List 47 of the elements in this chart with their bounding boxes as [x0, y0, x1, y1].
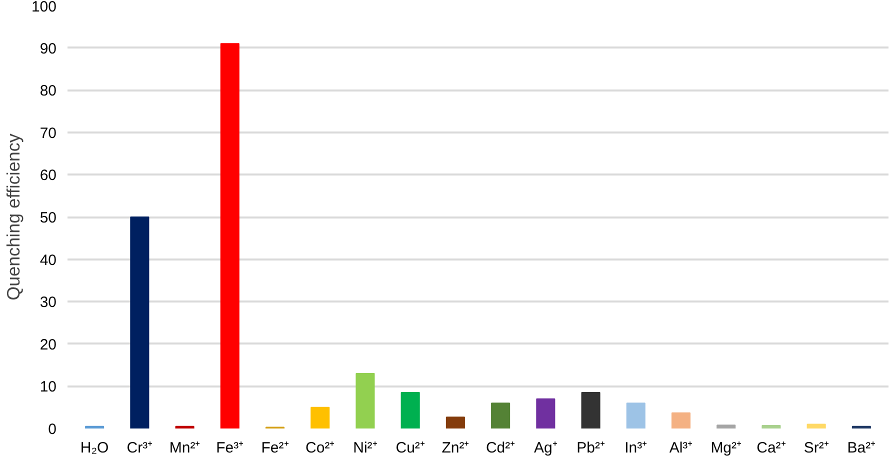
y-tick-label: 80	[40, 82, 57, 100]
bar	[626, 402, 646, 428]
x-tick-label: Sr²⁺	[804, 440, 829, 456]
y-tick-label: 10	[40, 378, 57, 396]
x-tick-label: Co²⁺	[306, 440, 335, 456]
y-tick-label: 20	[40, 336, 57, 354]
bar	[536, 398, 556, 428]
x-tick-label: Fe²⁺	[261, 440, 289, 456]
x-tick-label: Al³⁺	[669, 440, 693, 456]
y-tick-label: 60	[40, 167, 57, 184]
x-tick-label: Cu²⁺	[396, 440, 425, 456]
bar	[400, 392, 420, 428]
x-tick-label: H₂O	[80, 440, 109, 456]
y-tick-label: 50	[40, 210, 57, 226]
x-tick-label: Ca²⁺	[756, 440, 786, 456]
bar	[220, 43, 240, 428]
x-tick-label: Pb²⁺	[576, 440, 605, 456]
bar	[762, 425, 781, 428]
bar	[310, 406, 330, 428]
x-tick-label: Fe³⁺	[216, 440, 244, 456]
y-tick-label: 70	[40, 124, 57, 142]
y-axis-title: Quenching efficiency	[3, 134, 24, 300]
x-tick-label: In³⁺	[624, 440, 648, 456]
bar	[130, 216, 150, 428]
bar	[716, 424, 736, 428]
bar	[806, 424, 826, 428]
x-tick-label: Ba²⁺	[847, 440, 876, 456]
y-tick-label: 90	[40, 40, 57, 58]
bar	[356, 373, 375, 428]
bar	[446, 416, 465, 428]
bar	[581, 392, 600, 428]
y-tick-label: 30	[40, 294, 57, 312]
bar	[175, 426, 194, 428]
x-tick-label: Zn²⁺	[442, 440, 470, 456]
y-tick-label: 100	[31, 0, 57, 16]
x-tick-label: Cr³⁺	[126, 440, 153, 456]
x-tick-label: Mg²⁺	[710, 440, 742, 456]
x-tick-label: Ni²⁺	[353, 440, 378, 456]
x-tick-label: Cd²⁺	[486, 440, 516, 456]
x-tick-label: Mn²⁺	[169, 440, 200, 456]
y-tick-label: 0	[48, 421, 56, 438]
y-tick-label: 40	[40, 252, 57, 269]
bar	[85, 426, 104, 428]
bar	[852, 426, 871, 428]
bar	[671, 412, 691, 428]
x-tick-label: Ag⁺	[534, 440, 558, 456]
bar	[491, 402, 510, 428]
